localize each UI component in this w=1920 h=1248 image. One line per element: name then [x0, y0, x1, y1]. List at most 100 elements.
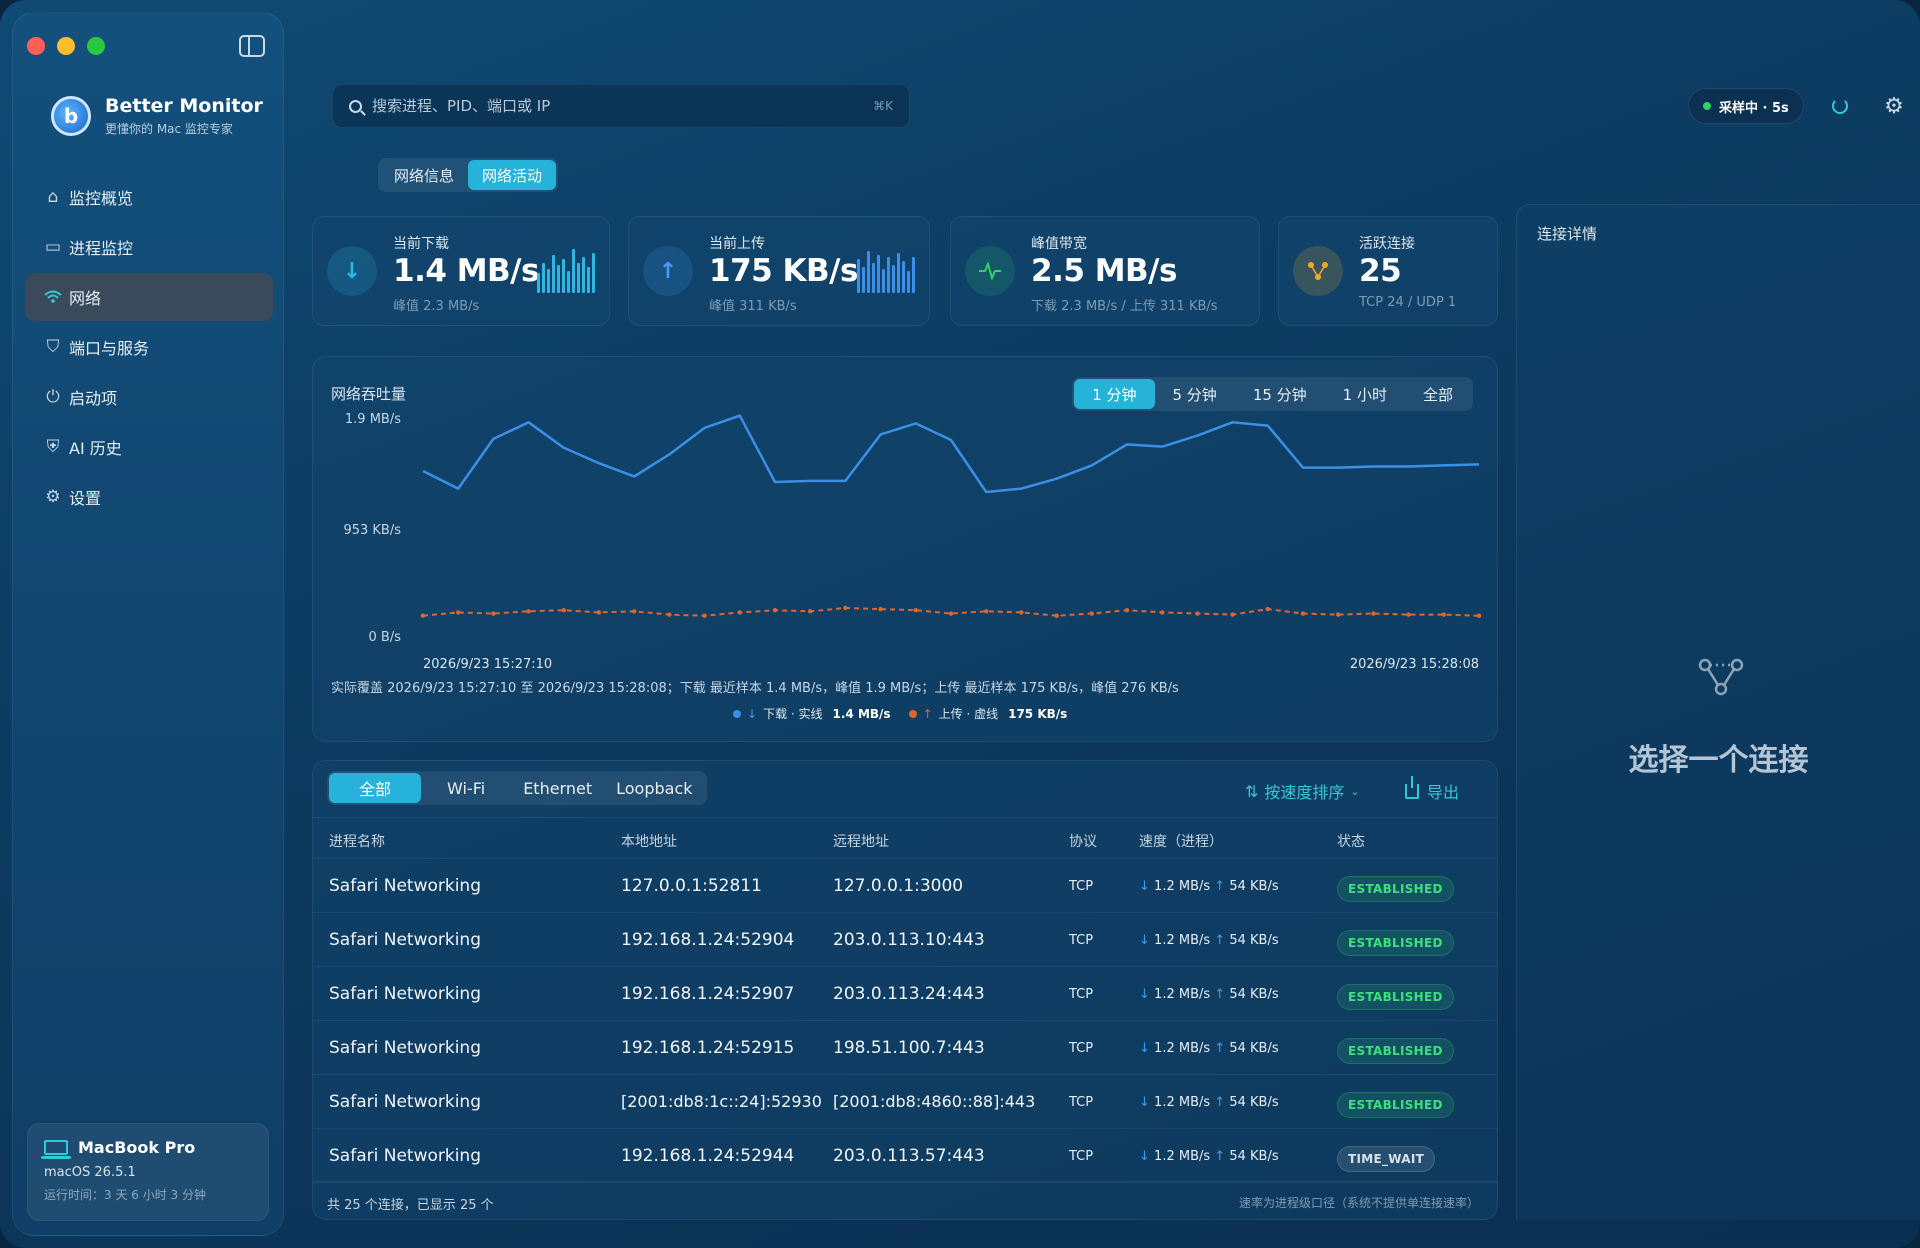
upload-data-point: [913, 608, 918, 613]
cell-speed: ↓ 1.2 MB/s ↑ 54 KB/s: [1139, 1041, 1279, 1056]
legend-label: 下载 · 实线: [763, 707, 823, 721]
sidebar-item-startup[interactable]: ⏻ 启动项: [25, 373, 273, 421]
filter-ethernet[interactable]: Ethernet: [523, 778, 593, 798]
table-row[interactable]: Safari Networking 192.168.1.24:52907 203…: [313, 967, 1497, 1021]
filter-all[interactable]: 全部: [329, 773, 422, 803]
status-badge: ESTABLISHED: [1337, 876, 1454, 902]
down-speed: 1.2 MB/s: [1154, 1095, 1211, 1110]
range-15min[interactable]: 15 分钟: [1252, 385, 1307, 404]
stat-sub: 峰值 311 KB/s: [709, 299, 797, 314]
tab-network-info[interactable]: 网络信息: [394, 166, 455, 185]
down-arrow-icon: ↓: [1139, 1149, 1150, 1164]
up-arrow-icon: ↑: [1214, 1149, 1226, 1164]
stat-value: 175 KB/s: [709, 253, 858, 289]
cell-remote: [2001:db8:4860::88]:443: [833, 1092, 1036, 1111]
filter-wifi[interactable]: Wi-Fi: [447, 778, 486, 798]
app-logo-icon: [51, 96, 91, 136]
cell-local: 192.168.1.24:52944: [621, 1146, 795, 1166]
down-arrow-icon: ↓: [1139, 1095, 1150, 1110]
search-input[interactable]: [372, 97, 874, 115]
pulse-icon: [965, 246, 1015, 296]
speed-note: 速率为进程级口径（系统不提供单连接速率）: [1238, 1196, 1479, 1210]
refresh-icon[interactable]: [1832, 98, 1848, 114]
sort-button[interactable]: ⇅ 按速度排序 ⌄: [1245, 779, 1360, 803]
cell-protocol: TCP: [1069, 933, 1094, 948]
chart-title: 网络吞吐量: [331, 385, 407, 403]
search-bar: ⌘K: [332, 84, 910, 128]
legend-label: 上传 · 虚线: [938, 707, 999, 721]
settings-gear-icon[interactable]: ⚙: [1884, 93, 1904, 119]
upload-data-point: [1195, 611, 1200, 616]
throughput-chart: 1.9 MB/s 953 KB/s 0 B/s 2026/9/23 15:27:…: [343, 412, 1482, 672]
monitor-icon: ▭: [44, 237, 62, 257]
zoom-window-button[interactable]: [87, 37, 105, 55]
column-header-local[interactable]: 本地地址: [621, 834, 677, 850]
table-row[interactable]: Safari Networking 192.168.1.24:52904 203…: [313, 913, 1497, 967]
y-tick-label: 953 KB/s: [343, 523, 401, 538]
stat-sub: 下载 2.3 MB/s / 上传 311 KB/s: [1031, 299, 1218, 314]
cell-remote: 198.51.100.7:443: [833, 1038, 985, 1058]
column-header-remote[interactable]: 远程地址: [833, 834, 889, 850]
range-5min[interactable]: 5 分钟: [1172, 385, 1217, 404]
column-header-state[interactable]: 状态: [1337, 834, 1365, 850]
down-arrow-icon: ↓: [1139, 987, 1150, 1002]
filter-loopback[interactable]: Loopback: [616, 778, 693, 798]
table-row[interactable]: Safari Networking 192.168.1.24:52915 198…: [313, 1021, 1497, 1075]
connection-count: 共 25 个连接，已显示 25 个: [327, 1198, 494, 1213]
legend-dot-icon: [733, 709, 741, 718]
upload-data-point: [1336, 612, 1341, 617]
sidebar-item-network[interactable]: 网络: [25, 273, 273, 321]
column-header-speed[interactable]: 速度（进程）: [1139, 834, 1223, 850]
sidebar-item-processes[interactable]: ▭ 进程监控: [25, 223, 273, 271]
down-arrow-icon: ↓: [1139, 879, 1150, 894]
network-nodes-icon: [1293, 246, 1343, 296]
upload-data-point: [1300, 611, 1306, 616]
sampling-status-button[interactable]: 采样中 · 5s: [1688, 88, 1804, 124]
table-row[interactable]: Safari Networking 192.168.1.24:52944 203…: [313, 1129, 1497, 1183]
cell-process: Safari Networking: [329, 930, 481, 950]
cell-process: Safari Networking: [329, 1092, 481, 1112]
range-1min[interactable]: 1 分钟: [1074, 379, 1155, 409]
export-button[interactable]: 导出: [1405, 775, 1460, 803]
up-speed: 54 KB/s: [1229, 879, 1279, 894]
device-card: MacBook Pro macOS 26.5.1 运行时间：3 天 6 小时 3…: [27, 1123, 269, 1221]
x-tick-label-end: 2026/9/23 15:28:08: [1350, 657, 1479, 672]
sidebar-item-overview[interactable]: ⌂ 监控概览: [25, 173, 273, 221]
chevron-down-icon: ⌄: [1350, 784, 1360, 798]
sidebar-item-settings[interactable]: ⚙ 设置: [25, 473, 273, 521]
home-icon: ⌂: [47, 187, 59, 207]
sidebar-toggle-icon[interactable]: [239, 35, 265, 57]
down-speed: 1.2 MB/s: [1154, 1149, 1211, 1164]
legend-item-upload: ↑ 上传 · 虚线 175 KB/s: [908, 705, 1067, 722]
sidebar-item-ai-history[interactable]: ⛨ AI 历史: [25, 423, 273, 471]
brand: Better Monitor 更懂你的 Mac 监控专家: [51, 95, 263, 137]
series-line-download: [422, 414, 1480, 494]
up-arrow-icon: ↑: [1214, 1095, 1226, 1110]
up-arrow-icon: ↑: [1214, 987, 1226, 1002]
close-window-button[interactable]: [27, 37, 45, 55]
column-header-process[interactable]: 进程名称: [329, 834, 385, 850]
range-all[interactable]: 全部: [1422, 385, 1453, 404]
cell-process: Safari Networking: [329, 984, 481, 1004]
upload-data-point: [526, 609, 531, 614]
upload-data-point: [1406, 612, 1411, 617]
sidebar-item-ports[interactable]: ⛉ 端口与服务: [25, 323, 273, 371]
up-speed: 54 KB/s: [1229, 933, 1279, 948]
table-row[interactable]: Safari Networking 127.0.0.1:52811 127.0.…: [313, 859, 1497, 913]
cell-speed: ↓ 1.2 MB/s ↑ 54 KB/s: [1139, 1149, 1279, 1164]
down-speed: 1.2 MB/s: [1154, 879, 1211, 894]
up-arrow-icon: ↑: [1214, 879, 1226, 894]
shield-check-icon: ⛨: [46, 437, 60, 457]
column-header-protocol[interactable]: 协议: [1069, 834, 1097, 850]
export-label: 导出: [1427, 783, 1460, 802]
table-row[interactable]: Safari Networking [2001:db8:1c::24]:5293…: [313, 1075, 1497, 1129]
down-speed: 1.2 MB/s: [1154, 1041, 1211, 1056]
tab-network-activity[interactable]: 网络活动: [468, 160, 557, 190]
up-arrow-icon: ↑: [922, 706, 933, 721]
connection-nodes-icon: [1698, 658, 1744, 696]
search-shortcut: ⌘K: [873, 99, 893, 113]
minimize-window-button[interactable]: [57, 37, 75, 55]
cell-remote: 203.0.113.10:443: [833, 930, 985, 950]
range-1hour[interactable]: 1 小时: [1342, 385, 1387, 404]
